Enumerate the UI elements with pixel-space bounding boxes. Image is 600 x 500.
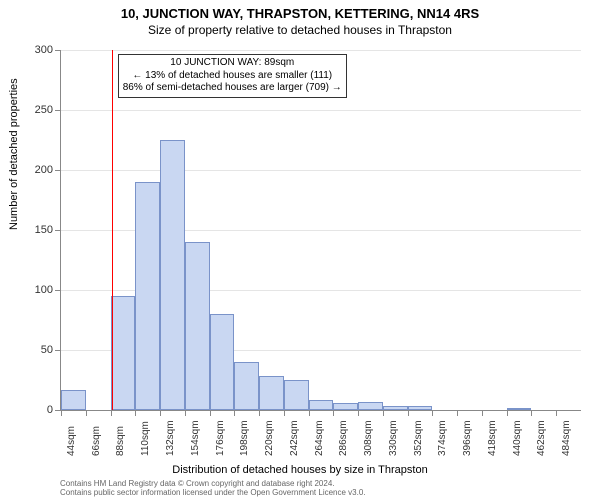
x-tick-label: 198sqm bbox=[239, 420, 250, 456]
y-tick-label: 0 bbox=[47, 404, 53, 416]
x-tick bbox=[507, 410, 508, 416]
x-tick bbox=[210, 410, 211, 416]
footer-line-1: Contains HM Land Registry data © Crown c… bbox=[60, 479, 366, 489]
footer-line-2: Contains public sector information licen… bbox=[60, 488, 366, 498]
histogram-bar bbox=[284, 380, 309, 410]
y-tick bbox=[55, 290, 61, 291]
x-tick bbox=[358, 410, 359, 416]
annotation-line-1: 10 JUNCTION WAY: 89sqm bbox=[123, 57, 342, 70]
x-tick bbox=[86, 410, 87, 416]
x-tick bbox=[556, 410, 557, 416]
histogram-bar bbox=[111, 296, 136, 410]
x-tick bbox=[432, 410, 433, 416]
x-tick bbox=[61, 410, 62, 416]
annotation-line-3: 86% of semi-detached houses are larger (… bbox=[123, 82, 342, 95]
annotation-line-2: ← 13% of detached houses are smaller (11… bbox=[123, 70, 342, 83]
x-tick bbox=[309, 410, 310, 416]
x-tick-label: 484sqm bbox=[561, 420, 572, 456]
y-tick bbox=[55, 170, 61, 171]
y-axis-title: Number of detached properties bbox=[8, 78, 20, 230]
histogram-bar bbox=[309, 400, 334, 410]
x-tick-label: 154sqm bbox=[190, 420, 201, 456]
gridline bbox=[61, 50, 581, 51]
x-tick-label: 330sqm bbox=[388, 420, 399, 456]
histogram-bar bbox=[234, 362, 259, 410]
y-tick bbox=[55, 230, 61, 231]
histogram-bar bbox=[383, 406, 408, 410]
x-tick bbox=[111, 410, 112, 416]
histogram-bar bbox=[160, 140, 185, 410]
x-tick bbox=[135, 410, 136, 416]
y-tick bbox=[55, 110, 61, 111]
y-tick bbox=[55, 350, 61, 351]
y-tick-label: 200 bbox=[35, 164, 53, 176]
x-tick bbox=[383, 410, 384, 416]
x-tick-label: 88sqm bbox=[115, 426, 126, 456]
y-tick-label: 100 bbox=[35, 284, 53, 296]
gridline bbox=[61, 110, 581, 111]
x-tick-label: 220sqm bbox=[264, 420, 275, 456]
x-tick-label: 132sqm bbox=[165, 420, 176, 456]
x-tick-label: 374sqm bbox=[437, 420, 448, 456]
y-tick-label: 250 bbox=[35, 104, 53, 116]
histogram-bar bbox=[135, 182, 160, 410]
x-tick-label: 242sqm bbox=[289, 420, 300, 456]
x-tick bbox=[531, 410, 532, 416]
x-tick-label: 110sqm bbox=[140, 421, 151, 456]
histogram-bar bbox=[210, 314, 235, 410]
gridline bbox=[61, 170, 581, 171]
x-tick-label: 440sqm bbox=[512, 420, 523, 456]
reference-line bbox=[112, 50, 113, 410]
histogram-bar bbox=[185, 242, 210, 410]
x-tick-label: 352sqm bbox=[413, 420, 424, 456]
histogram-bar bbox=[259, 376, 284, 410]
histogram-bar bbox=[358, 402, 383, 410]
x-tick bbox=[457, 410, 458, 416]
x-axis-title: Distribution of detached houses by size … bbox=[0, 464, 600, 476]
x-tick bbox=[234, 410, 235, 416]
x-tick-label: 264sqm bbox=[314, 420, 325, 456]
x-tick-label: 396sqm bbox=[462, 420, 473, 456]
x-tick-label: 418sqm bbox=[487, 420, 498, 456]
x-tick-label: 66sqm bbox=[91, 426, 102, 456]
x-tick bbox=[160, 410, 161, 416]
histogram-bar bbox=[507, 408, 532, 410]
annotation-box: 10 JUNCTION WAY: 89sqm← 13% of detached … bbox=[118, 54, 347, 98]
page-title: 10, JUNCTION WAY, THRAPSTON, KETTERING, … bbox=[0, 0, 600, 21]
x-tick-label: 462sqm bbox=[536, 420, 547, 456]
x-tick bbox=[408, 410, 409, 416]
histogram-bar bbox=[61, 390, 86, 410]
page-subtitle: Size of property relative to detached ho… bbox=[0, 21, 600, 37]
x-tick bbox=[185, 410, 186, 416]
x-tick bbox=[482, 410, 483, 416]
y-tick-label: 50 bbox=[41, 344, 53, 356]
y-tick-label: 150 bbox=[35, 224, 53, 236]
y-tick-label: 300 bbox=[35, 44, 53, 56]
x-tick-label: 308sqm bbox=[363, 420, 374, 456]
x-tick-label: 44sqm bbox=[66, 426, 77, 456]
x-tick bbox=[333, 410, 334, 416]
x-tick bbox=[284, 410, 285, 416]
x-tick-label: 176sqm bbox=[215, 420, 226, 456]
x-tick bbox=[259, 410, 260, 416]
x-tick-label: 286sqm bbox=[338, 420, 349, 456]
histogram-bar bbox=[333, 403, 358, 410]
histogram-plot: 05010015020025030044sqm66sqm88sqm110sqm1… bbox=[60, 50, 581, 411]
footer-attribution: Contains HM Land Registry data © Crown c… bbox=[60, 479, 366, 498]
y-tick bbox=[55, 50, 61, 51]
histogram-bar bbox=[408, 406, 433, 410]
